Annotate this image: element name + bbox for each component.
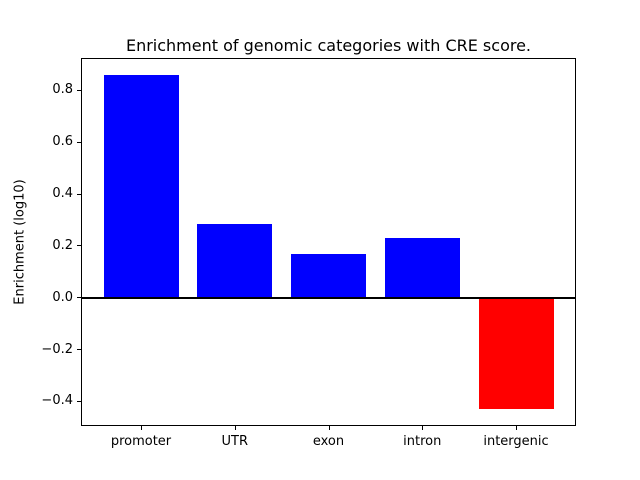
x-tick-label-intron: intron: [403, 434, 442, 449]
y-tick-label: −0.4: [41, 393, 73, 409]
y-tick-mark: [77, 89, 81, 91]
bar-UTR: [197, 223, 273, 298]
x-tick-mark: [141, 426, 142, 430]
y-tick-label: −0.2: [41, 341, 73, 357]
x-tick-label-exon: exon: [312, 434, 345, 449]
x-tick-label-UTR: UTR: [221, 434, 249, 449]
y-tick-label: 0.0: [52, 289, 73, 305]
y-tick-label: 0.8: [52, 82, 73, 98]
y-tick-label: 0.2: [52, 237, 73, 253]
zero-line: [81, 296, 576, 299]
bar-intron: [384, 238, 460, 298]
y-tick-mark: [77, 245, 81, 247]
bar-exon: [291, 253, 366, 298]
x-tick-mark: [234, 426, 236, 430]
x-tick-mark: [516, 426, 517, 430]
y-tick-mark: [77, 193, 81, 195]
x-tick-label-promoter: promoter: [110, 434, 172, 449]
y-tick-mark: [77, 141, 81, 143]
bar-intergenic: [478, 297, 554, 410]
chart-title: Enrichment of genomic categories with CR…: [125, 36, 532, 55]
y-tick-mark: [77, 297, 81, 299]
y-tick-mark: [77, 400, 81, 402]
bar-promoter: [103, 74, 179, 298]
y-tick-mark: [77, 349, 81, 351]
x-tick-label-intergenic: intergenic: [483, 434, 549, 449]
y-tick-label: 0.6: [52, 134, 73, 150]
x-tick-mark: [328, 426, 330, 430]
x-tick-mark: [422, 426, 424, 430]
y-tick-label: 0.4: [52, 186, 73, 202]
